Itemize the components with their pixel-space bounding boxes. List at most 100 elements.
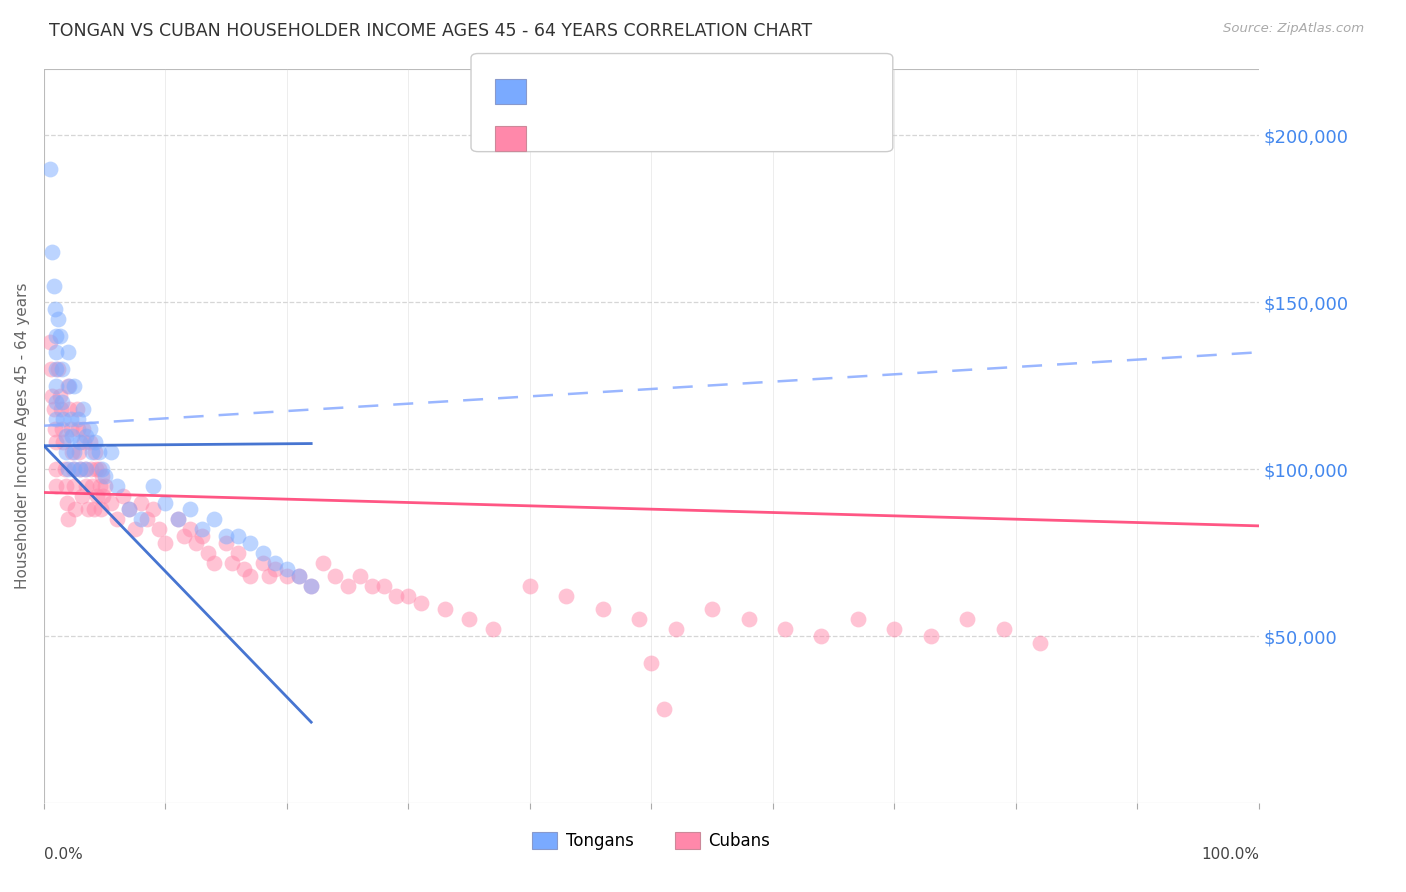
Point xyxy=(956,612,979,626)
Point xyxy=(45,362,67,376)
Point xyxy=(202,556,225,570)
Point xyxy=(56,345,79,359)
Point xyxy=(148,522,170,536)
Point xyxy=(39,362,62,376)
Point xyxy=(312,556,335,570)
Point xyxy=(519,579,541,593)
Point xyxy=(215,535,238,549)
Point xyxy=(336,579,359,593)
Point xyxy=(51,395,73,409)
Point xyxy=(252,556,274,570)
Point xyxy=(173,529,195,543)
Point xyxy=(136,512,159,526)
Point xyxy=(48,328,70,343)
Point xyxy=(124,522,146,536)
Point xyxy=(299,579,322,593)
Point xyxy=(299,579,322,593)
Point xyxy=(75,428,97,442)
Point xyxy=(118,502,141,516)
Point xyxy=(233,562,256,576)
Point xyxy=(72,402,94,417)
Point xyxy=(39,161,62,176)
Point xyxy=(58,378,80,392)
Point xyxy=(44,422,66,436)
Point xyxy=(82,479,104,493)
Point xyxy=(349,569,371,583)
Point xyxy=(239,569,262,583)
Point xyxy=(433,602,456,616)
Point xyxy=(56,378,79,392)
Point xyxy=(288,569,311,583)
Point xyxy=(45,412,67,426)
Point xyxy=(67,445,90,459)
Point xyxy=(52,435,75,450)
Point xyxy=(810,629,832,643)
Point xyxy=(226,529,249,543)
Point xyxy=(458,612,481,626)
Point xyxy=(66,422,89,436)
Point xyxy=(105,512,128,526)
Point xyxy=(93,489,115,503)
Point xyxy=(239,535,262,549)
Point xyxy=(45,378,67,392)
Text: Source: ZipAtlas.com: Source: ZipAtlas.com xyxy=(1223,22,1364,36)
Point xyxy=(179,502,201,516)
Point xyxy=(142,502,165,516)
Point xyxy=(252,545,274,559)
Point xyxy=(166,512,188,526)
Point xyxy=(75,479,97,493)
Point xyxy=(63,462,86,476)
Point xyxy=(155,495,177,509)
Point xyxy=(45,328,67,343)
Point xyxy=(69,462,91,476)
Point xyxy=(63,445,86,459)
Point xyxy=(191,522,214,536)
Point xyxy=(288,569,311,583)
Point xyxy=(42,278,65,293)
Point xyxy=(60,428,83,442)
Point xyxy=(846,612,869,626)
Point xyxy=(48,362,70,376)
Point xyxy=(73,435,96,450)
Point xyxy=(197,545,219,559)
Point xyxy=(993,623,1015,637)
Point xyxy=(111,489,134,503)
Point xyxy=(142,479,165,493)
Point xyxy=(84,435,107,450)
Point xyxy=(59,422,82,436)
Point xyxy=(39,335,62,350)
Point xyxy=(93,479,115,493)
Point xyxy=(55,428,77,442)
Point xyxy=(84,462,107,476)
Point xyxy=(263,562,285,576)
Point xyxy=(45,345,67,359)
Point xyxy=(665,623,688,637)
Point xyxy=(65,502,87,516)
Point xyxy=(129,512,152,526)
Point xyxy=(202,512,225,526)
Point xyxy=(87,462,110,476)
Point xyxy=(51,362,73,376)
Point xyxy=(652,702,675,716)
Point xyxy=(89,479,111,493)
Point xyxy=(129,495,152,509)
Point xyxy=(48,312,70,326)
Text: 0.0%: 0.0% xyxy=(44,847,83,862)
Point xyxy=(63,479,86,493)
Point xyxy=(70,489,93,503)
Point xyxy=(59,412,82,426)
Point xyxy=(75,462,97,476)
Point xyxy=(66,402,89,417)
Point xyxy=(69,435,91,450)
Point xyxy=(52,412,75,426)
Point xyxy=(63,378,86,392)
Point xyxy=(555,589,578,603)
Legend: Tongans, Cubans: Tongans, Cubans xyxy=(526,825,778,857)
Point xyxy=(184,535,207,549)
Point xyxy=(41,245,63,260)
Point xyxy=(72,422,94,436)
Point xyxy=(86,489,108,503)
Point xyxy=(883,623,905,637)
Point xyxy=(87,445,110,459)
Point xyxy=(100,495,122,509)
